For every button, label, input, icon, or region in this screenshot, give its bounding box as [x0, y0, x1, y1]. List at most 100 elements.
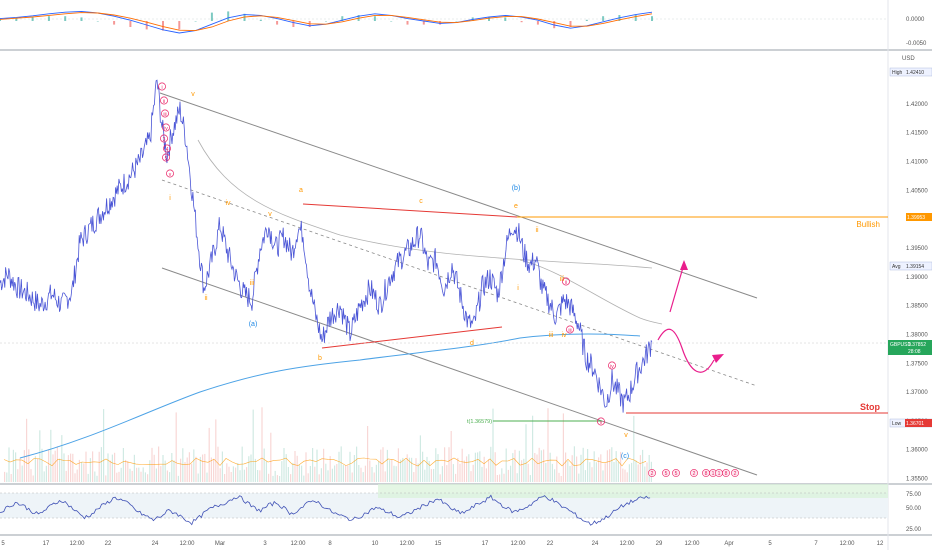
price-tick-label: 1.40500 — [906, 188, 928, 194]
event-marker-label: 5 — [675, 471, 678, 477]
event-marker-label: 8 — [725, 471, 728, 477]
volume-bar — [446, 465, 448, 482]
wave-label-circle — [166, 169, 174, 178]
volume-bar — [15, 452, 17, 482]
volume-bar — [490, 446, 492, 482]
bullish-price-tag: 1.39953 — [906, 213, 932, 221]
event-marker[interactable]: 8 — [722, 469, 730, 477]
last-tag-label: GBPUSD — [890, 342, 912, 348]
volume-bar — [549, 452, 551, 482]
wave-label: (c) — [621, 453, 629, 460]
oscillator-bar — [64, 16, 67, 21]
oscillator-bar — [194, 21, 197, 22]
volume-bar — [351, 472, 353, 482]
volume-bar — [285, 454, 287, 482]
volume-bar — [628, 464, 630, 482]
volume-bar — [21, 465, 23, 482]
volume-bar — [448, 447, 450, 482]
volume-bar — [279, 476, 281, 482]
wave-label: iv — [164, 126, 168, 132]
volume-bar — [204, 453, 206, 482]
time-tick-label: 24 — [152, 541, 159, 547]
volume-bar — [573, 446, 575, 482]
volume-bar — [466, 456, 468, 482]
volume-bar — [103, 409, 105, 482]
volume-bar — [28, 449, 30, 482]
volume-bar — [329, 456, 331, 482]
volume-bar — [87, 473, 89, 482]
volume-bar — [433, 469, 435, 482]
price-tick-label: 1.41500 — [906, 131, 928, 137]
volume-bar — [133, 454, 135, 482]
event-marker[interactable]: 2 — [690, 469, 698, 477]
volume-bar — [37, 458, 39, 482]
volume-bar — [327, 470, 329, 482]
event-marker[interactable]: 8 — [702, 469, 710, 477]
volume-bar — [195, 456, 197, 482]
price-line — [0, 79, 653, 413]
volume-bar — [314, 466, 316, 482]
volume-bar — [624, 469, 626, 482]
oscillator-bar — [47, 16, 50, 21]
price-tick-label: 1.37500 — [906, 361, 928, 367]
event-marker[interactable]: 2 — [731, 469, 739, 477]
volume-bar — [455, 473, 457, 482]
volume-bar — [307, 473, 309, 482]
event-marker[interactable]: 1 — [715, 469, 723, 477]
time-axis[interactable]: 5 17 12:00 22 24 12:00 Mar 3 12:00 8 10 12:00 15 17 12… — [1, 541, 884, 547]
volume-bar — [138, 467, 140, 482]
volume-bar — [199, 456, 201, 482]
event-marker[interactable]: 2 — [648, 469, 656, 477]
volume-bar — [523, 458, 525, 482]
oscillator-bar — [439, 21, 442, 25]
volume-bar — [371, 467, 373, 482]
wave-label: c — [419, 198, 423, 205]
volume-bar — [52, 454, 54, 482]
volume-bar — [411, 457, 413, 482]
triangle-lines — [302, 203, 518, 349]
event-marker[interactable]: 1 — [709, 469, 717, 477]
volume-bar — [292, 462, 294, 482]
volume-bar — [100, 447, 102, 482]
oscillator-bar — [178, 21, 181, 30]
volume-bar — [395, 466, 397, 482]
oscillator-bar — [210, 12, 213, 21]
volume-bar — [125, 459, 127, 482]
volume-bar — [237, 463, 239, 482]
volume-bar — [587, 449, 589, 482]
volume-bar — [580, 454, 582, 482]
event-marker[interactable]: 5 — [672, 469, 680, 477]
volume-bar — [206, 472, 208, 482]
volume-bar — [562, 413, 564, 482]
volume-bar — [230, 472, 232, 482]
volume-bar — [598, 457, 600, 482]
volume-bar — [122, 448, 124, 482]
volume-bar — [642, 449, 644, 482]
volume-bar — [637, 464, 639, 482]
wave-label: iv — [225, 200, 231, 207]
wave-label-circle — [162, 153, 170, 162]
wave-label: (a) — [249, 321, 258, 328]
volume-bar — [41, 448, 43, 482]
volume-bar — [155, 468, 157, 482]
oscillator-bar — [227, 11, 230, 21]
volume-bar — [290, 474, 292, 482]
oscillator-bar — [504, 17, 507, 21]
wave-channel — [159, 92, 758, 476]
volume-bar — [435, 448, 437, 482]
volume-bar — [246, 467, 248, 482]
volume-bar — [470, 471, 472, 482]
event-marker[interactable]: 5 — [662, 469, 670, 477]
volume-bar — [428, 460, 430, 482]
volume-bar — [127, 461, 129, 482]
volume-bar — [39, 430, 41, 482]
volume-bar — [525, 424, 527, 482]
time-tick-label: 7 — [814, 541, 818, 547]
volume-bar — [294, 451, 296, 482]
volume-bar — [349, 451, 351, 482]
volume-bar — [571, 455, 573, 482]
oscillator-series-1 — [0, 12, 653, 32]
volume-bar — [560, 476, 562, 482]
